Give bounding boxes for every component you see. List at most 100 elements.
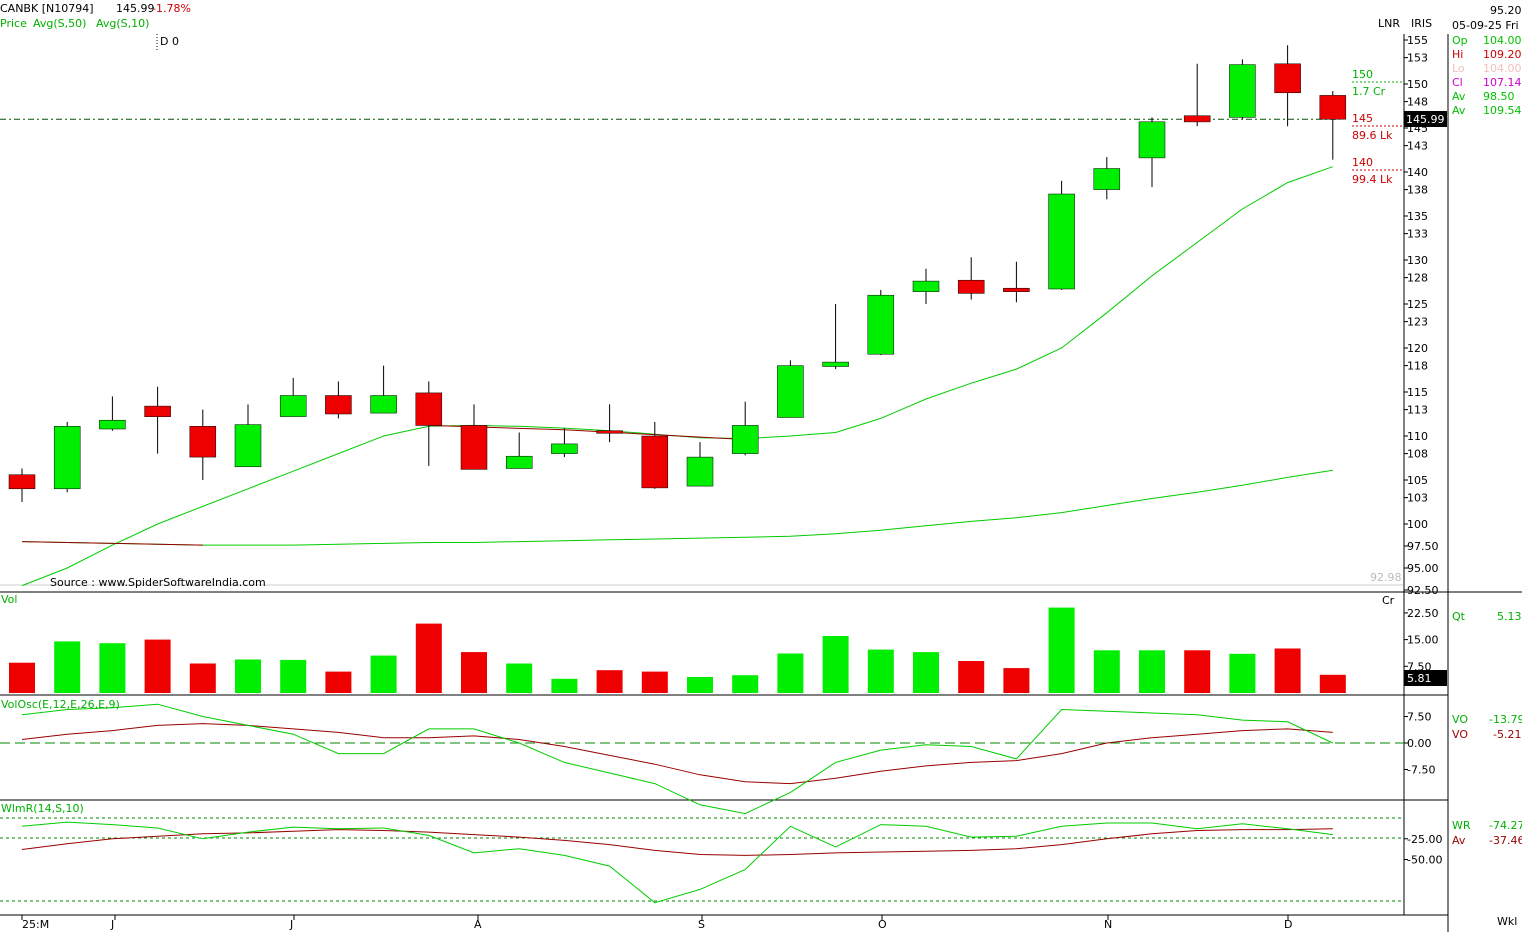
candle-body: [1319, 95, 1347, 120]
candle-body: [189, 426, 217, 458]
candle: [234, 404, 262, 468]
legend-price: Price: [0, 17, 27, 30]
x-tick-label: O: [878, 918, 887, 931]
volume-bar: [235, 659, 261, 693]
candle-body: [1003, 287, 1030, 292]
candle-body: [279, 395, 307, 417]
candle: [1048, 180, 1075, 290]
candle: [8, 468, 36, 502]
level-145-label: 145: [1352, 112, 1373, 125]
price-plot[interactable]: [8, 45, 1347, 587]
candle: [1183, 63, 1211, 127]
candle-body: [957, 279, 985, 294]
lowest-tag: 92.98: [1370, 571, 1402, 584]
candle-body: [234, 424, 262, 468]
candle: [957, 257, 985, 300]
candle-body: [1229, 64, 1256, 118]
y-tick-label: 110: [1407, 430, 1428, 443]
volume-bar: [325, 671, 352, 693]
y-tick-label: 150: [1407, 78, 1428, 91]
candle: [189, 409, 217, 480]
candle: [731, 401, 759, 456]
cursor-value: 95.20: [1490, 4, 1522, 17]
symbol-label: CANBK [N10794]: [0, 2, 94, 15]
candle-body: [370, 395, 397, 414]
volume-bar: [370, 655, 397, 693]
y-tick-label: 133: [1407, 228, 1428, 241]
y-tick-label: 135: [1407, 210, 1428, 223]
y-tick-label: 92.50: [1407, 584, 1439, 597]
volume-plot[interactable]: [9, 607, 1346, 693]
info-value: 104.00: [1483, 34, 1522, 47]
x-tick-label: J: [110, 918, 114, 931]
candle: [325, 381, 352, 419]
candle-body: [505, 455, 533, 469]
candle: [641, 421, 669, 489]
x-tick-label: J: [289, 918, 293, 931]
chart-frame: [0, 34, 1522, 932]
volosc-plot[interactable]: [21, 703, 1334, 815]
volume-bar: [1229, 653, 1256, 693]
y-tick-label: 143: [1407, 140, 1428, 153]
volosc-panel-label: VolOsc(E,12,E,26,E,9): [1, 698, 120, 711]
volume-150-label: 1.7 Cr: [1352, 85, 1386, 98]
candle-body: [686, 456, 714, 487]
change-percent: -1.78%: [152, 2, 191, 15]
volume-bar: [913, 652, 939, 693]
volume-bar: [596, 670, 623, 693]
last-price-tag-bg: [1404, 111, 1447, 127]
volume-bar: [777, 653, 804, 693]
volume-bar: [189, 663, 216, 693]
candle-body: [551, 443, 578, 454]
scale-type[interactable]: LNR: [1378, 17, 1400, 30]
legend-avg10: Avg(S,10): [96, 17, 149, 30]
candle-body: [641, 435, 669, 489]
info-key: Av: [1452, 90, 1466, 103]
volume-bar: [415, 623, 442, 693]
vol-panel-label: Vol: [1, 593, 17, 606]
volume-bar: [99, 643, 126, 693]
candle: [279, 377, 307, 417]
x-tick-label: S: [698, 918, 705, 931]
period-label[interactable]: Wkl: [1497, 915, 1517, 928]
volume-bar: [1003, 668, 1030, 693]
volume-bar: [958, 661, 985, 693]
vol-tag-bg: [1404, 670, 1447, 686]
candle: [99, 396, 126, 431]
y-tick-label: 125: [1407, 298, 1428, 311]
x-tick-label: 25:M: [22, 918, 49, 931]
volume-bar: [1274, 648, 1301, 693]
wilmr-panel-label: WlmR(14,S,10): [1, 802, 84, 815]
candle: [1003, 261, 1030, 303]
info-value: 104.00: [1483, 62, 1522, 75]
candle-body: [867, 294, 895, 355]
info-key: Lo: [1452, 62, 1465, 75]
candle-body: [460, 425, 488, 470]
volume-bar: [9, 662, 35, 693]
vo2-value: -5.21: [1493, 728, 1521, 741]
vo2-label: VO: [1452, 728, 1468, 741]
last-price: 145.99: [116, 2, 155, 15]
y-tick-label: 95.00: [1407, 562, 1439, 575]
volosc-fast-line: [21, 703, 1334, 815]
williams-r-plot[interactable]: [21, 821, 1333, 904]
candle-body: [1183, 115, 1211, 123]
avg-50-line-segment: [21, 541, 203, 546]
y-tick-label: 155: [1407, 34, 1428, 47]
candle: [370, 365, 397, 414]
x-tick-label: D: [1284, 918, 1292, 931]
volume-bar: [280, 659, 307, 693]
volume-140-label: 99.4 Lk: [1352, 173, 1393, 186]
ohlc-info-rows: Op 104.00 Hi 109.20 Lo 104.00 Cl 107.14 Av 98.50 A…: [1452, 34, 1522, 117]
brand-label: IRIS: [1411, 17, 1432, 30]
candle: [1274, 45, 1301, 127]
qt-value: 5.13: [1497, 610, 1522, 623]
wr-avg-line: [21, 828, 1333, 856]
candle-body: [822, 361, 849, 367]
wr-value: -74.27: [1489, 819, 1522, 832]
y-tick-label: 115: [1407, 386, 1428, 399]
volume-bar: [506, 663, 533, 693]
vol-tick-label: 22.50: [1407, 607, 1439, 620]
candle: [551, 428, 578, 458]
